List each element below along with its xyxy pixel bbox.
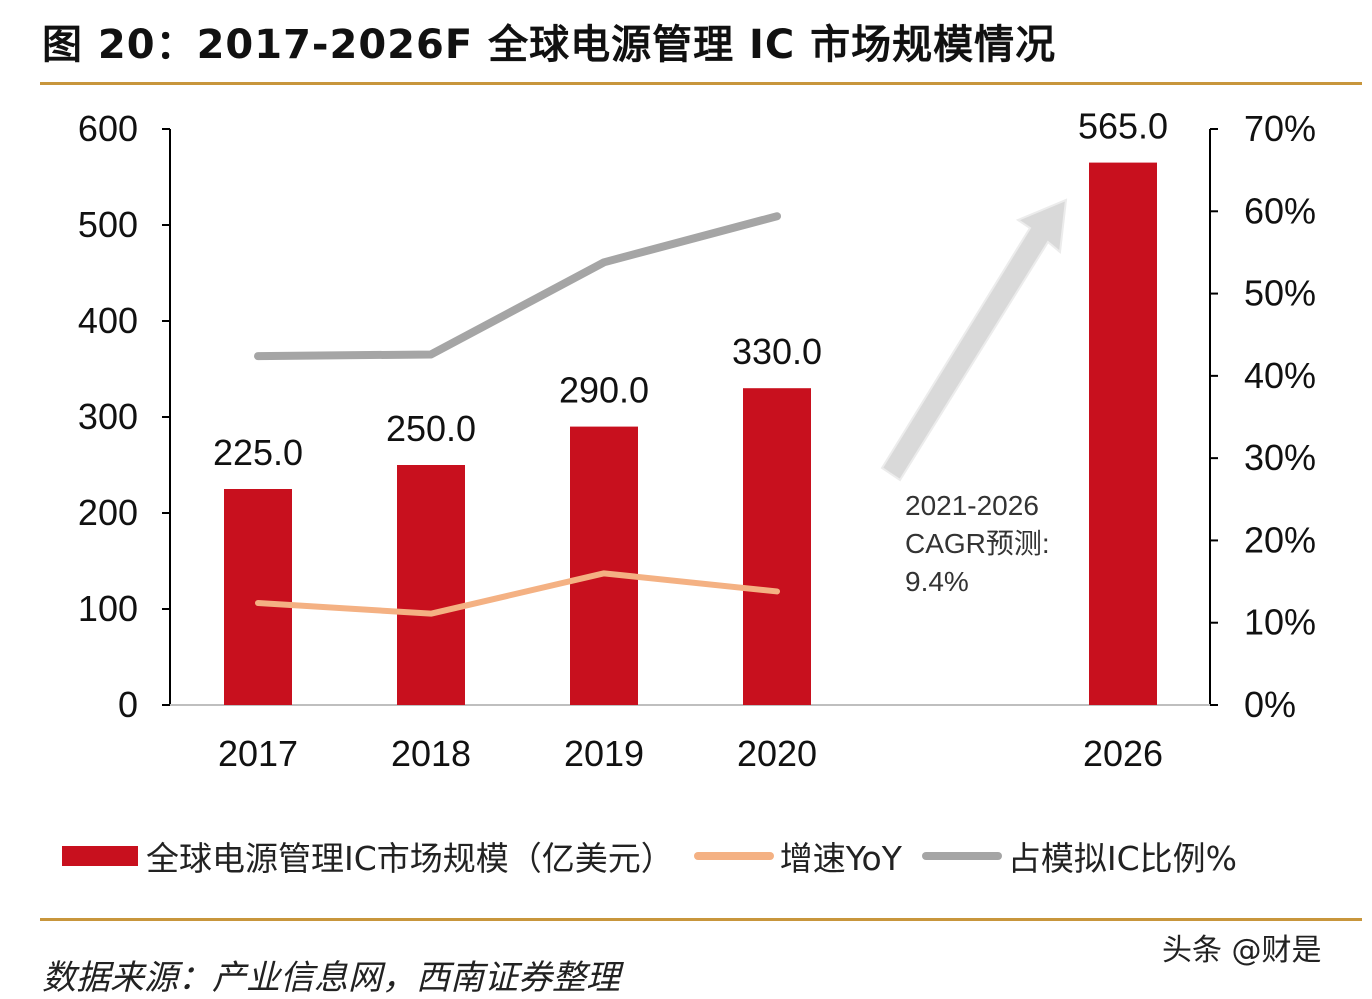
legend-label-yoy: 增速YoY bbox=[779, 839, 902, 878]
bar-2017 bbox=[224, 489, 292, 705]
x-axis-tick-label: 2017 bbox=[218, 733, 298, 774]
legend: 全球电源管理IC市场规模（亿美元） 增速YoY 占模拟IC比例% bbox=[62, 832, 1237, 880]
legend-swatch-yoy bbox=[693, 852, 774, 860]
bar-data-label: 330.0 bbox=[732, 331, 822, 372]
line-series-share bbox=[254, 212, 781, 361]
cagr-annotation-line: CAGR预测: bbox=[905, 528, 1050, 559]
cagr-annotation-line: 9.4% bbox=[905, 566, 969, 597]
left-axis-tick-label: 200 bbox=[78, 492, 138, 533]
bar-2026 bbox=[1089, 162, 1157, 706]
left-axis-tick-label: 300 bbox=[78, 396, 138, 437]
watermark: 头条 @财是 bbox=[1162, 933, 1322, 968]
chart-title: 图 20：2017-2026F 全球电源管理 IC 市场规模情况 bbox=[42, 22, 1057, 68]
x-axis-tick-label: 2019 bbox=[564, 733, 644, 774]
right-axis-tick-label: 70% bbox=[1244, 108, 1316, 149]
line-series-yoy bbox=[255, 570, 780, 617]
left-axis-tick-label: 500 bbox=[78, 204, 138, 245]
right-axis-tick-label: 10% bbox=[1244, 602, 1316, 643]
right-axis-tick-label: 20% bbox=[1244, 519, 1316, 560]
bar-2018 bbox=[397, 465, 465, 705]
cagr-annotation-line: 2021-2026 bbox=[905, 490, 1039, 521]
x-axis-tick-label: 2018 bbox=[391, 733, 471, 774]
right-axis-tick-label: 40% bbox=[1244, 355, 1316, 396]
left-axis-tick-label: 600 bbox=[78, 108, 138, 149]
x-axis-tick-label: 2020 bbox=[737, 733, 817, 774]
left-axis-tick-label: 400 bbox=[78, 300, 138, 341]
bar-data-label: 225.0 bbox=[213, 432, 303, 473]
legend-label-market-size: 全球电源管理IC市场规模（亿美元） bbox=[146, 839, 674, 878]
left-axis-tick-label: 0 bbox=[118, 684, 138, 725]
bar-data-label: 250.0 bbox=[386, 408, 476, 449]
footer-divider bbox=[40, 918, 1362, 921]
right-axis-tick-label: 0% bbox=[1244, 684, 1296, 725]
left-axis-tick-label: 100 bbox=[78, 588, 138, 629]
bar-data-label: 565.0 bbox=[1078, 106, 1168, 147]
source-note: 数据来源：产业信息网，西南证券整理 bbox=[42, 958, 620, 998]
right-axis-tick-label: 60% bbox=[1244, 190, 1316, 231]
x-axis-tick-label: 2026 bbox=[1083, 733, 1163, 774]
cagr-arrow bbox=[880, 198, 1068, 482]
bar-data-label: 290.0 bbox=[559, 370, 649, 411]
legend-swatch-market-size bbox=[62, 846, 138, 866]
right-axis-tick-label: 50% bbox=[1244, 273, 1316, 314]
right-axis-tick-label: 30% bbox=[1244, 437, 1316, 478]
bar-2019 bbox=[570, 426, 638, 705]
legend-swatch-share bbox=[921, 852, 1002, 860]
legend-label-share: 占模拟IC比例% bbox=[1007, 839, 1238, 878]
bar-2020 bbox=[743, 388, 811, 705]
title-divider bbox=[40, 82, 1362, 85]
